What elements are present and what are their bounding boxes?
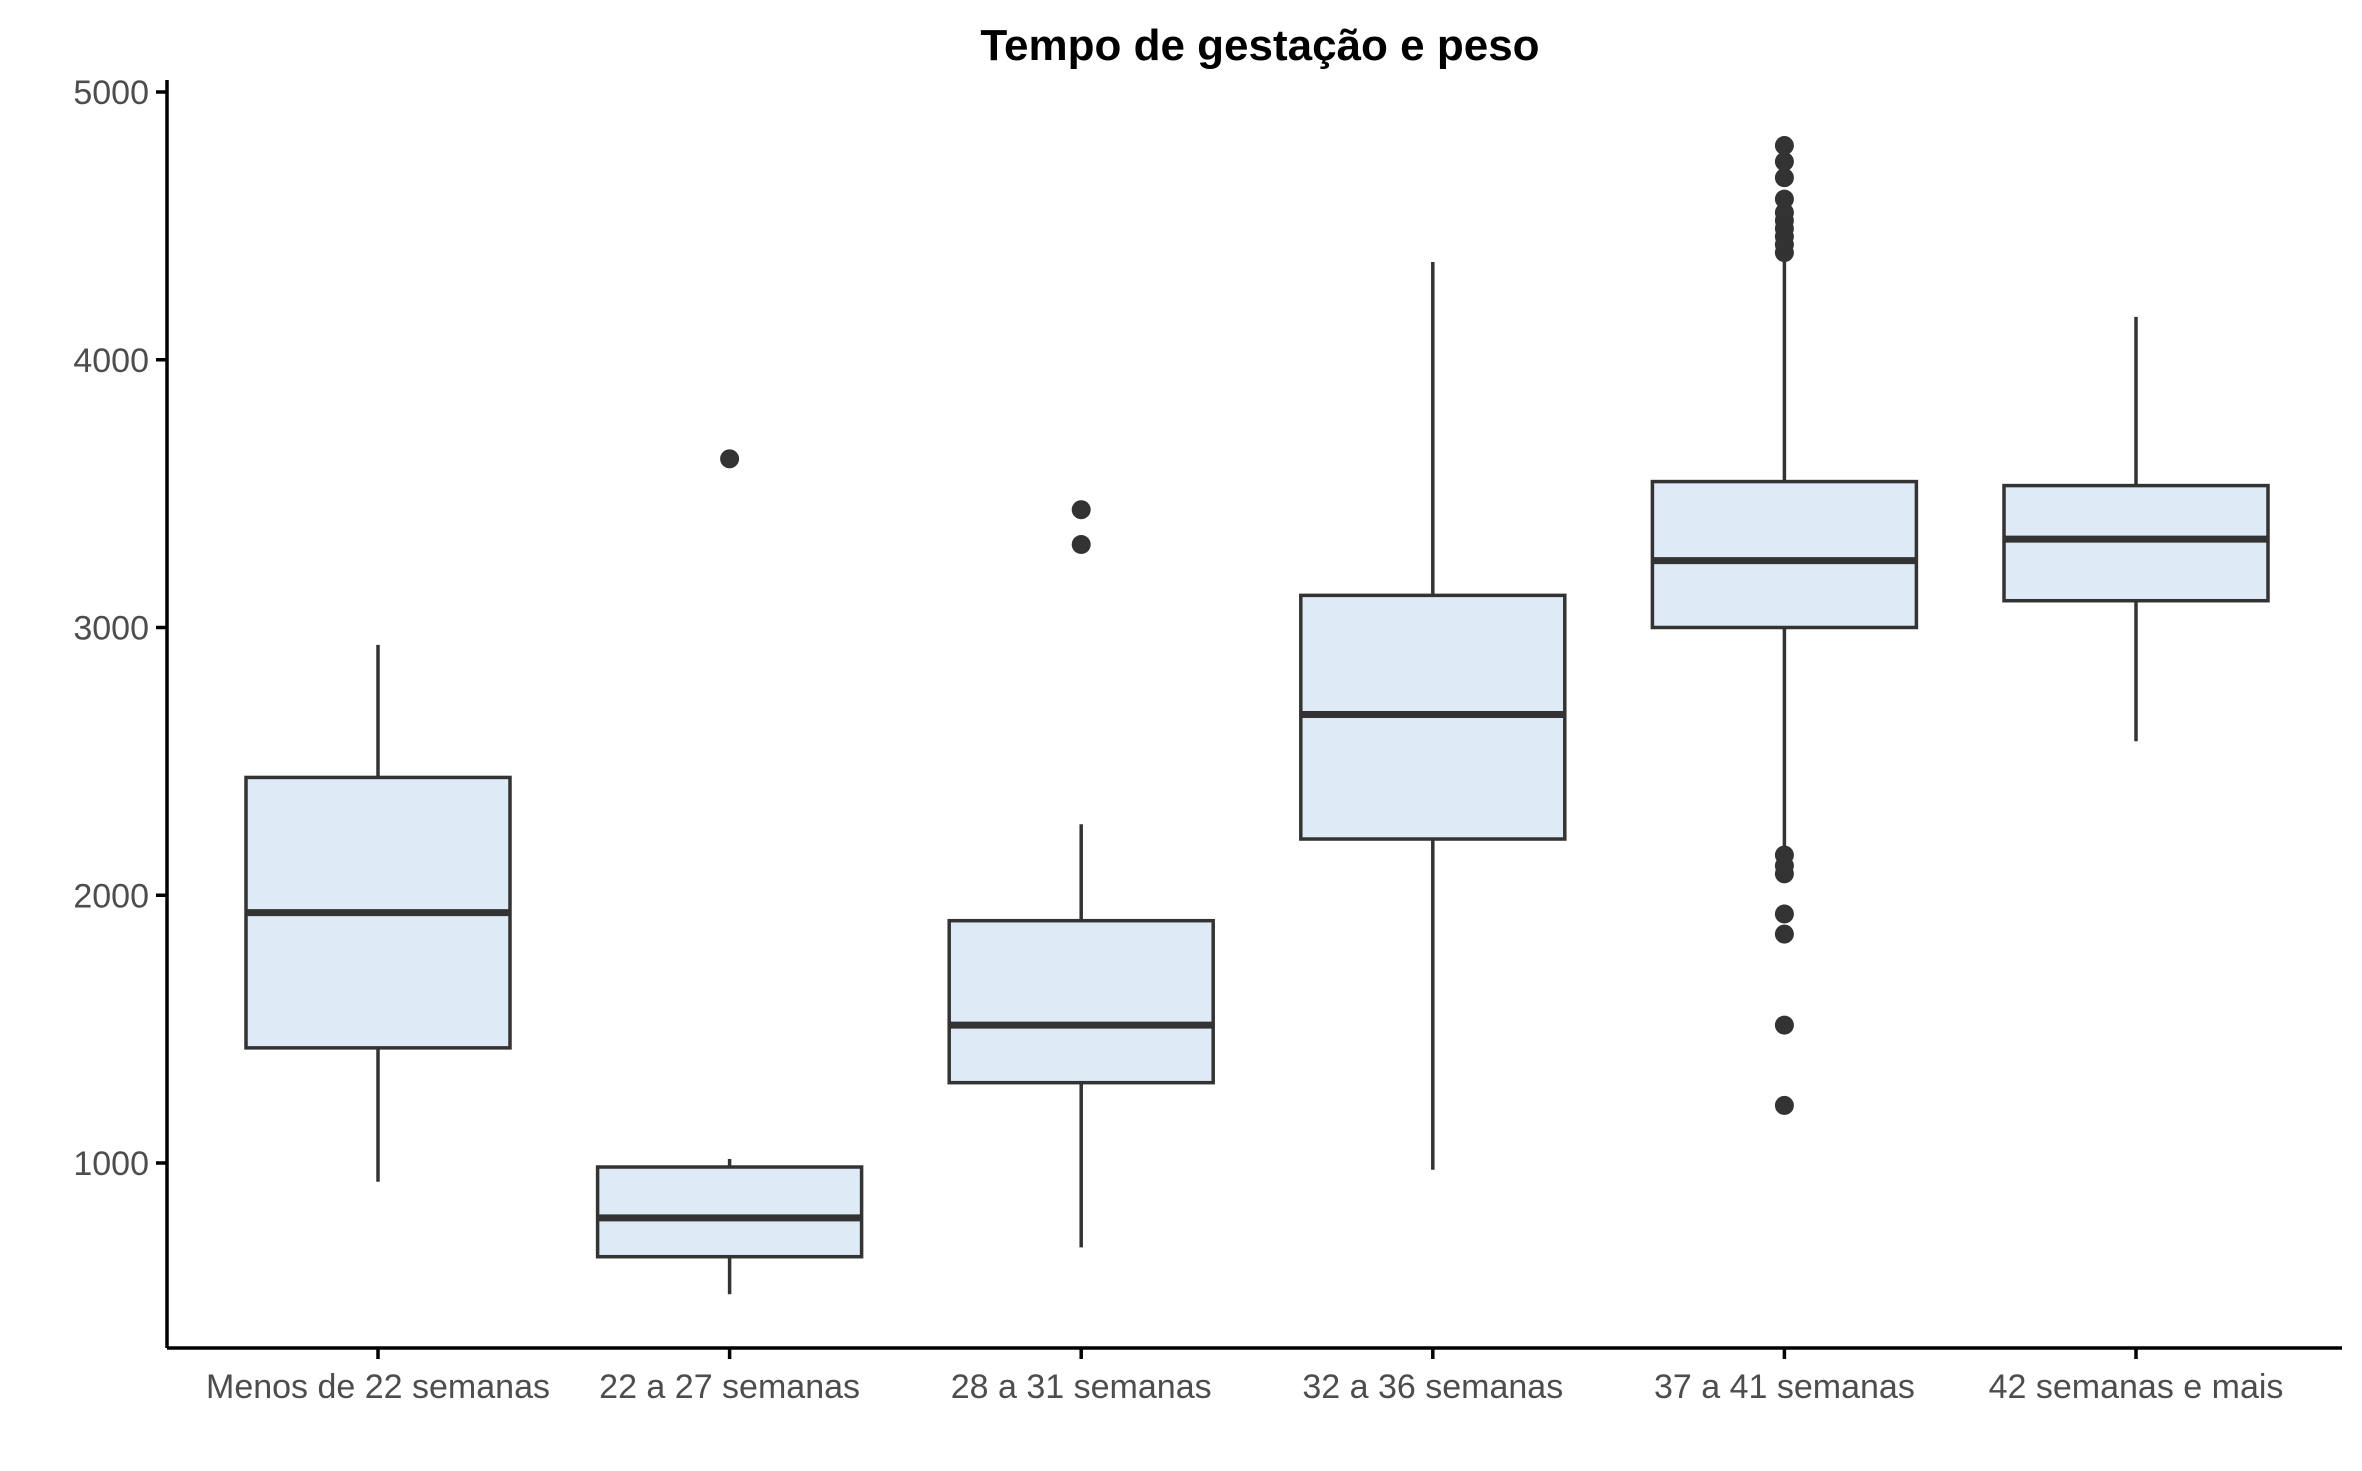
box-group: [1650, 136, 1919, 1115]
box: [2002, 483, 2270, 603]
box-group: [2002, 316, 2270, 742]
box-group: [1299, 262, 1567, 1170]
x-tick-label: 37 a 41 semanas: [1654, 1368, 1915, 1406]
outlier-point: [1774, 168, 1794, 188]
x-tick-label: 42 semanas e mais: [1989, 1368, 2284, 1406]
y-axis: 1000 2000 3000 4000 5000: [73, 74, 169, 1348]
y-tick-label: 4000: [73, 342, 149, 380]
outlier-point: [1071, 500, 1091, 520]
y-tick-label: 1000: [73, 1145, 149, 1183]
box-group: [947, 500, 1215, 1248]
x-tick-label: Menos de 22 semanas: [206, 1368, 550, 1406]
x-tick-label: 28 a 31 semanas: [951, 1368, 1212, 1406]
outlier-point: [1774, 202, 1794, 222]
outlier-point: [1774, 189, 1794, 209]
y-tick-label: 3000: [73, 610, 149, 648]
y-tick-label: 5000: [73, 74, 149, 112]
box: [595, 1165, 864, 1259]
outlier-point: [720, 449, 740, 469]
outlier-point: [1774, 924, 1794, 944]
outlier-point: [1774, 152, 1794, 172]
box: [1650, 479, 1919, 630]
x-axis: Menos de 22 semanas 22 a 27 semanas 28 a 3…: [167, 1346, 2342, 1406]
outlier-point: [1774, 1015, 1794, 1035]
outlier-point: [1774, 845, 1794, 865]
plot-area: [244, 136, 2270, 1295]
outlier-point: [1071, 534, 1091, 554]
box-group: [244, 644, 512, 1182]
outlier-point: [1774, 1095, 1794, 1115]
box-group: [595, 449, 864, 1295]
x-tick-label: 32 a 36 semanas: [1302, 1368, 1563, 1406]
outlier-point: [1774, 136, 1794, 156]
box: [947, 918, 1215, 1085]
chart-title: Tempo de gestação e peso: [980, 21, 1539, 70]
x-tick-label: 22 a 27 semanas: [599, 1368, 860, 1406]
outlier-point: [1774, 904, 1794, 924]
y-tick-label: 2000: [73, 877, 149, 915]
